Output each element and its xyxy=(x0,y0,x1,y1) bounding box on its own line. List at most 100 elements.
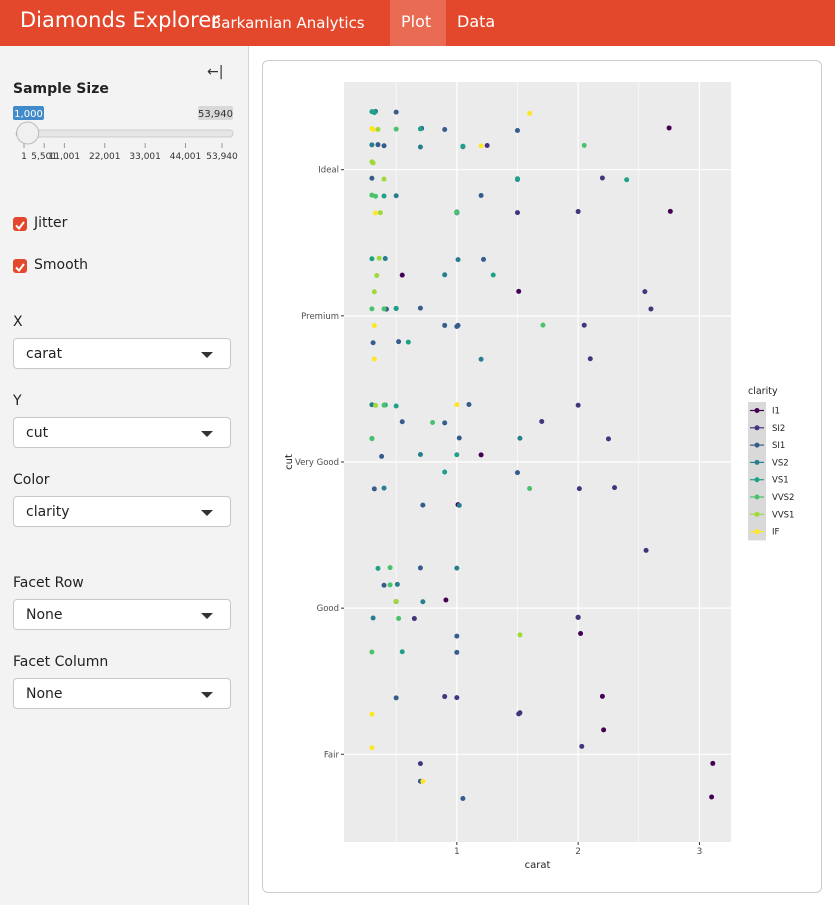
point xyxy=(369,711,375,717)
point xyxy=(478,356,484,362)
point xyxy=(442,420,448,426)
point xyxy=(396,339,402,345)
app-subtitle: Barkamian Analytics xyxy=(211,14,365,32)
select-label: Y xyxy=(13,393,22,409)
point xyxy=(605,436,611,442)
point xyxy=(399,272,405,278)
point xyxy=(466,401,472,407)
y-tick-label: Premium xyxy=(301,312,339,322)
point xyxy=(575,209,581,215)
checkbox[interactable] xyxy=(13,217,27,231)
slider-handle[interactable] xyxy=(16,121,40,145)
point xyxy=(371,323,377,329)
point xyxy=(442,322,448,328)
nav-tab[interactable]: Data xyxy=(446,0,504,46)
point xyxy=(420,502,426,508)
slider-track xyxy=(15,129,234,138)
point xyxy=(394,581,400,587)
point xyxy=(373,193,379,199)
caret xyxy=(201,352,213,358)
collapse-button[interactable]: ←| xyxy=(207,64,224,80)
point xyxy=(454,209,460,215)
point xyxy=(484,142,490,148)
point xyxy=(369,306,375,312)
point xyxy=(527,110,533,116)
slider-tick-label: 22,001 xyxy=(89,152,121,162)
point xyxy=(454,452,460,458)
point xyxy=(539,419,545,425)
point xyxy=(369,745,375,751)
point xyxy=(381,176,387,182)
select[interactable]: None xyxy=(13,599,231,630)
point xyxy=(393,193,399,199)
point xyxy=(379,453,385,459)
point xyxy=(382,256,388,262)
select-label: Color xyxy=(13,472,50,488)
point xyxy=(371,289,377,295)
checkbox[interactable] xyxy=(13,259,27,273)
select[interactable]: None xyxy=(13,678,231,709)
slider-value-bubble xyxy=(13,106,44,120)
select-value: None xyxy=(26,686,63,702)
point xyxy=(581,322,587,328)
point xyxy=(575,615,581,621)
point xyxy=(612,485,618,491)
point xyxy=(373,210,379,216)
point xyxy=(478,193,484,199)
y-tick-label: Fair xyxy=(324,750,340,760)
point xyxy=(411,616,417,622)
point xyxy=(417,126,423,132)
point xyxy=(371,486,377,492)
select-value: None xyxy=(26,607,63,623)
slider-max: 53,940 xyxy=(198,109,233,120)
point xyxy=(442,126,448,132)
point xyxy=(527,486,533,492)
nav-tab[interactable]: Plot xyxy=(390,0,446,46)
y-axis-label: cut xyxy=(284,454,295,470)
point xyxy=(578,631,584,637)
point xyxy=(442,469,448,475)
slider-label: Sample Size xyxy=(13,81,109,97)
point xyxy=(576,486,582,492)
header: Diamonds Explorer Barkamian Analytics Pl… xyxy=(0,0,835,46)
point xyxy=(417,305,423,311)
select[interactable]: carat xyxy=(13,338,231,369)
point xyxy=(393,403,399,409)
legend-key xyxy=(754,477,760,483)
point xyxy=(514,128,520,134)
slider-value: 1,000 xyxy=(14,109,43,120)
legend-label: VS1 xyxy=(772,476,789,486)
legend-key xyxy=(754,408,760,413)
point xyxy=(370,160,376,166)
slider-tick-label: 5,501 xyxy=(31,152,57,162)
legend-label: VVS2 xyxy=(772,493,794,503)
point xyxy=(396,615,402,621)
caret xyxy=(201,510,213,516)
point xyxy=(643,547,649,553)
nav-tab-label: Data xyxy=(457,12,496,31)
point xyxy=(579,743,585,749)
point xyxy=(442,694,448,700)
point xyxy=(666,125,672,131)
legend-key xyxy=(754,529,760,535)
select-label: Facet Column xyxy=(13,654,109,670)
point xyxy=(375,126,381,132)
point xyxy=(371,356,377,362)
point xyxy=(481,256,487,262)
point xyxy=(387,582,393,588)
point xyxy=(377,210,383,216)
point xyxy=(454,695,460,701)
point xyxy=(455,257,461,263)
point xyxy=(387,565,393,571)
point xyxy=(405,339,411,345)
legend-key xyxy=(754,425,760,431)
slider-tick-label: 33,001 xyxy=(129,152,161,162)
y-tick-label: Ideal xyxy=(318,166,339,176)
select[interactable]: cut xyxy=(13,417,231,448)
legend-title: clarity xyxy=(748,386,778,397)
select[interactable]: clarity xyxy=(13,496,231,527)
point xyxy=(374,273,380,279)
legend-label: VS2 xyxy=(772,458,789,468)
point xyxy=(710,760,716,766)
